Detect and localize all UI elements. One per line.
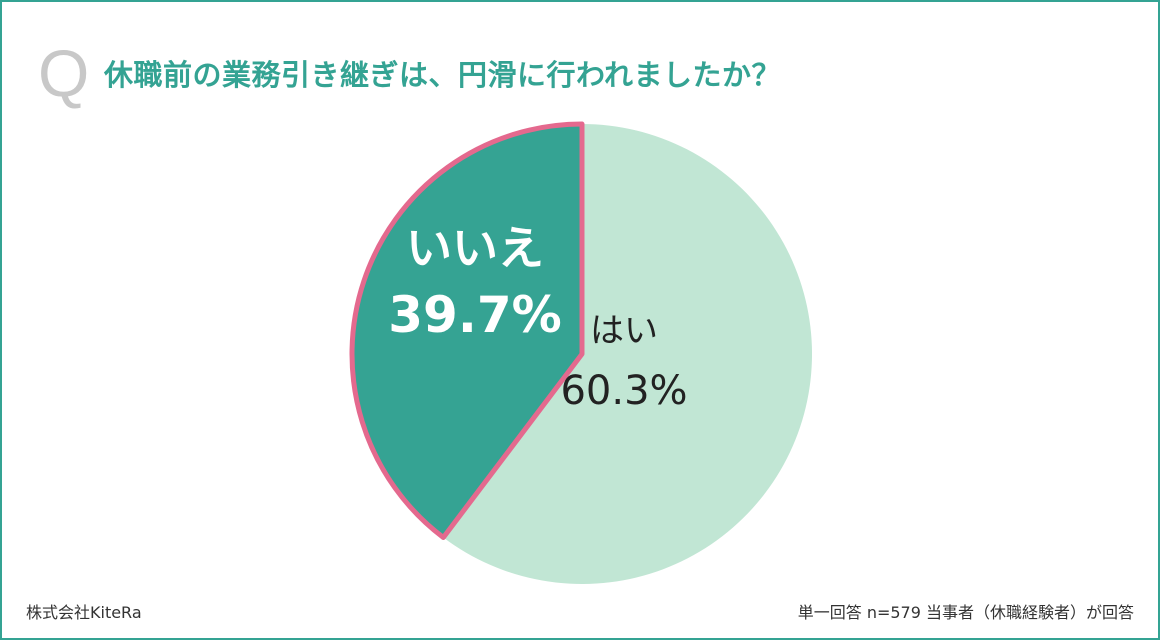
question-mark-icon: Q xyxy=(38,36,90,110)
slice-value-no: 39.7% xyxy=(388,286,561,344)
pie-slice-yes xyxy=(443,124,813,585)
pie-slice-no xyxy=(349,121,585,540)
company-name: 株式会社KiteRa xyxy=(26,603,142,622)
slice-value-yes: 60.3% xyxy=(560,368,687,414)
pie-slices xyxy=(349,121,813,585)
pie-labels: はい 60.3% いいえ 39.7% xyxy=(388,221,687,414)
slice-label-yes: はい xyxy=(590,311,658,351)
survey-footnote: 単一回答 n=579 当事者（休職経験者）が回答 xyxy=(797,603,1134,622)
question-title: 休職前の業務引き継ぎは、円滑に行われましたか？ xyxy=(104,58,782,92)
slice-label-no: いいえ xyxy=(406,221,544,275)
